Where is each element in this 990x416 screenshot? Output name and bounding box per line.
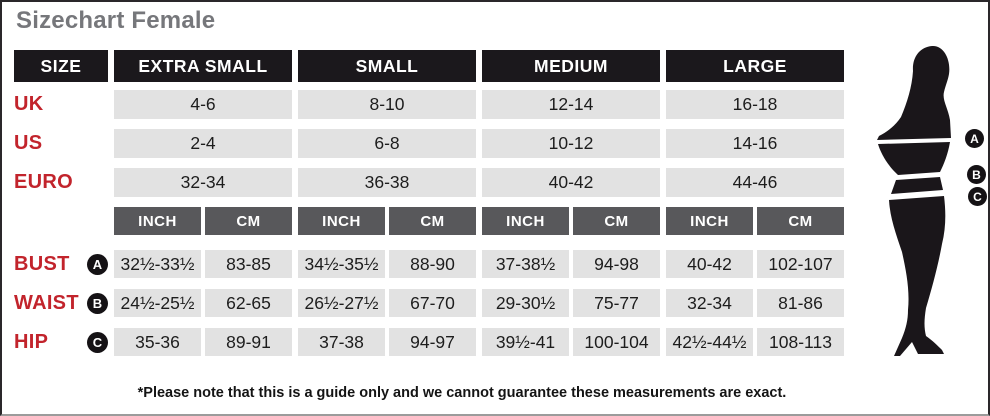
bust-m-cm-value: 94-98 [573, 250, 660, 278]
units-group-extra-small: INCH CM [114, 207, 292, 235]
uk-medium-value: 12-14 [482, 90, 660, 119]
euro-small-value: 36-38 [298, 168, 476, 197]
silhouette-waist [891, 177, 943, 194]
figure-marker-b: B [967, 165, 986, 184]
row-label-cell-uk: UK [14, 90, 108, 119]
column-header-medium: MEDIUM [482, 50, 660, 82]
row-label-cell-hip: HIP C [14, 328, 108, 356]
row-label-euro: EURO [14, 171, 73, 193]
unit-header-inch: INCH [298, 207, 385, 235]
unit-header-inch: INCH [666, 207, 753, 235]
bust-s-cm-value: 88-90 [389, 250, 476, 278]
waist-m-cm-value: 75-77 [573, 289, 660, 317]
unit-header-cm: CM [205, 207, 292, 235]
row-label-cell-bust: BUST A [14, 250, 108, 278]
row-label-uk: UK [14, 93, 44, 115]
marker-badge-c: C [87, 331, 108, 353]
figure-marker-c: C [968, 187, 987, 206]
bust-l-inch-value: 40-42 [666, 250, 753, 278]
us-extra-small-value: 2-4 [114, 129, 292, 158]
row-label-cell-us: US [14, 129, 108, 158]
hip-m-inch-value: 39½-41 [482, 328, 569, 356]
woman-silhouette [877, 45, 951, 356]
figure-marker-a: A [965, 129, 984, 148]
euro-extra-small-value: 32-34 [114, 168, 292, 197]
bust-xs-inch-value: 32½-33½ [114, 250, 201, 278]
unit-header-cm: CM [389, 207, 476, 235]
table-row-bust: BUST A 32½-33½ 83-85 34½-35½ 88-90 37-38… [14, 250, 844, 278]
hip-l-cm-value: 108-113 [757, 328, 844, 356]
units-row-spacer [14, 207, 108, 235]
units-group-small: INCH CM [298, 207, 476, 235]
uk-extra-small-value: 4-6 [114, 90, 292, 119]
waist-l-cm-value: 81-86 [757, 289, 844, 317]
waist-s-cm-value: 67-70 [389, 289, 476, 317]
bust-l-cm-value: 102-107 [757, 250, 844, 278]
waist-xs-cm-value: 62-65 [205, 289, 292, 317]
hip-m-cm-value: 100-104 [573, 328, 660, 356]
waist-s-inch-value: 26½-27½ [298, 289, 385, 317]
row-label-bust: BUST [14, 252, 70, 275]
us-large-value: 14-16 [666, 129, 844, 158]
bust-s-inch-value: 34½-35½ [298, 250, 385, 278]
row-label-cell-waist: WAIST B [14, 289, 108, 317]
footnote: *Please note that this is a guide only a… [137, 385, 787, 401]
marker-badge-b: B [87, 292, 108, 314]
euro-medium-value: 40-42 [482, 168, 660, 197]
waist-m-inch-value: 29-30½ [482, 289, 569, 317]
row-label-hip: HIP [14, 330, 49, 353]
silhouette-hips-legs-heels [889, 196, 946, 356]
row-label-cell-euro: EURO [14, 168, 108, 197]
row-label-waist: WAIST [14, 291, 79, 314]
us-small-value: 6-8 [298, 129, 476, 158]
hip-s-cm-value: 94-97 [389, 328, 476, 356]
euro-large-value: 44-46 [666, 168, 844, 197]
hip-xs-inch-value: 35-36 [114, 328, 201, 356]
units-group-large: INCH CM [666, 207, 844, 235]
silhouette-arm-torso [878, 142, 950, 175]
waist-xs-inch-value: 24½-25½ [114, 289, 201, 317]
us-medium-value: 10-12 [482, 129, 660, 158]
uk-large-value: 16-18 [666, 90, 844, 119]
table-row-us: US 2-4 6-8 10-12 14-16 [14, 129, 844, 158]
hip-s-inch-value: 37-38 [298, 328, 385, 356]
silhouette-head-and-bust [877, 45, 951, 140]
column-header-small: SMALL [298, 50, 476, 82]
bust-m-inch-value: 37-38½ [482, 250, 569, 278]
table-row-hip: HIP C 35-36 89-91 37-38 94-97 39½-41 100… [14, 328, 844, 356]
row-label-us: US [14, 132, 43, 154]
bust-xs-cm-value: 83-85 [205, 250, 292, 278]
unit-header-cm: CM [573, 207, 660, 235]
hip-xs-cm-value: 89-91 [205, 328, 292, 356]
uk-small-value: 8-10 [298, 90, 476, 119]
hip-l-inch-value: 42½-44½ [666, 328, 753, 356]
column-header-large: LARGE [666, 50, 844, 82]
table-row-uk: UK 4-6 8-10 12-14 16-18 [14, 90, 844, 119]
unit-header-inch: INCH [482, 207, 569, 235]
unit-header-cm: CM [757, 207, 844, 235]
unit-header-inch: INCH [114, 207, 201, 235]
units-group-medium: INCH CM [482, 207, 660, 235]
table-row-waist: WAIST B 24½-25½ 62-65 26½-27½ 67-70 29-3… [14, 289, 844, 317]
page-title: Sizechart Female [16, 7, 216, 34]
table-header-row: SIZE EXTRA SMALL SMALL MEDIUM LARGE [14, 50, 844, 82]
column-header-size: SIZE [14, 50, 108, 82]
marker-badge-a: A [87, 253, 108, 275]
column-header-extra-small: EXTRA SMALL [114, 50, 292, 82]
waist-l-inch-value: 32-34 [666, 289, 753, 317]
table-row-euro: EURO 32-34 36-38 40-42 44-46 [14, 168, 844, 197]
units-header-row: INCH CM INCH CM INCH CM INCH CM [14, 207, 844, 235]
